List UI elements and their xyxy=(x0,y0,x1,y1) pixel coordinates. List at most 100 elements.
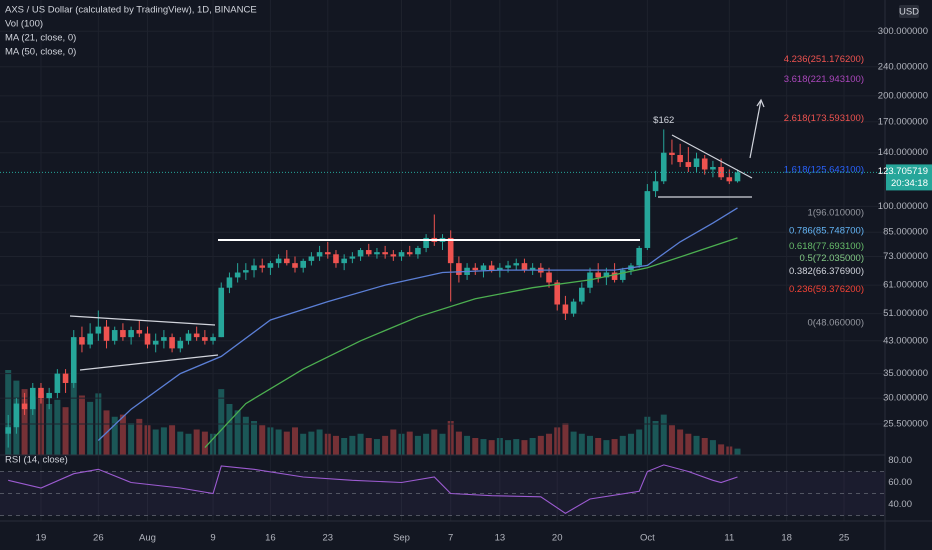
volume-bar xyxy=(439,433,446,455)
candle-body xyxy=(447,237,454,264)
volume-bar xyxy=(546,433,553,455)
candle-body xyxy=(595,272,601,278)
volume-bar xyxy=(136,418,143,455)
volume-bar xyxy=(734,448,741,455)
grid-layer xyxy=(0,0,885,521)
x-tick-label: 16 xyxy=(265,533,276,544)
y-tick-label: 300.000000 xyxy=(878,26,928,37)
y-tick-label: 43.000000 xyxy=(883,335,928,346)
volume-bar xyxy=(341,438,348,455)
volume-bar xyxy=(464,435,471,455)
volume-bar xyxy=(29,396,36,455)
volume-bar xyxy=(349,435,356,455)
candle-body xyxy=(456,263,462,275)
volume-bar xyxy=(701,438,708,455)
legend-volume: Vol (100) xyxy=(5,19,43,30)
candle-body xyxy=(185,333,192,341)
candle-body xyxy=(144,333,151,345)
volume-bar xyxy=(160,427,167,455)
arrow-head xyxy=(756,98,765,108)
candle-body xyxy=(103,326,110,341)
fib-label: 0.618(77.693100) xyxy=(789,241,864,252)
candle-body xyxy=(210,337,216,341)
candle-body xyxy=(570,301,577,314)
y-tick-label: 200.000000 xyxy=(878,90,928,101)
y-tick-label: 51.000000 xyxy=(883,308,928,319)
candle-body xyxy=(406,252,413,255)
candle-body xyxy=(70,337,77,383)
volume-bar xyxy=(414,435,421,455)
candle-body xyxy=(726,177,733,182)
volume-bar xyxy=(636,429,643,455)
x-tick-label: 11 xyxy=(724,533,734,544)
fib-label: 0.786(85.748700) xyxy=(789,225,864,236)
candle-body xyxy=(193,333,200,338)
legend-ma: MA (50, close, 0) xyxy=(5,47,76,58)
chart-title: AXS / US Dollar (calculated by TradingVi… xyxy=(5,5,257,16)
volume-bar xyxy=(300,433,307,455)
fib-label: 0.382(66.376900) xyxy=(789,266,864,277)
ma-line xyxy=(204,237,738,449)
x-tick-label: 23 xyxy=(322,533,333,544)
volume-bar xyxy=(603,440,610,455)
currency-box xyxy=(899,5,919,18)
candle-body xyxy=(480,265,487,271)
volume-bar xyxy=(709,440,716,455)
candle-body xyxy=(505,265,511,268)
y-tick-label: 240.000000 xyxy=(878,61,928,72)
volume-bar xyxy=(78,395,85,455)
candle-body xyxy=(152,340,159,345)
candle-body xyxy=(202,337,208,341)
candle-body xyxy=(677,154,683,163)
volume-bar xyxy=(242,416,249,455)
candle-body xyxy=(259,265,266,268)
volume-bar xyxy=(332,435,339,455)
volume-bar xyxy=(505,440,512,455)
volume-bar xyxy=(668,425,675,455)
fib-label: 4.236(251.176200) xyxy=(784,54,864,65)
candle-body xyxy=(734,172,741,182)
volume-bar xyxy=(660,414,667,455)
candle-body xyxy=(234,272,241,278)
candle-body xyxy=(374,252,380,255)
volume-bar xyxy=(185,433,192,455)
x-tick-label: 9 xyxy=(210,533,215,544)
candle-body xyxy=(669,152,675,155)
candle-body xyxy=(685,162,692,167)
candle-body xyxy=(529,267,536,271)
x-tick-label: 25 xyxy=(839,533,850,544)
y-tick-label: 73.000000 xyxy=(883,251,928,262)
candle-body xyxy=(251,265,257,271)
y-tick-label: 25.500000 xyxy=(883,419,928,430)
volume-bar xyxy=(521,440,528,455)
volume-bar xyxy=(595,438,602,455)
ma-line xyxy=(97,207,738,441)
volume-bar xyxy=(627,433,634,455)
candle-body xyxy=(333,254,339,264)
volume-bar xyxy=(308,431,315,455)
volume-bar xyxy=(685,433,692,455)
volume-bar xyxy=(292,427,298,455)
candle-body xyxy=(275,258,282,264)
candle-body xyxy=(324,252,331,255)
volume-bar xyxy=(406,431,413,455)
volume-bar xyxy=(611,439,618,455)
volume-bar xyxy=(357,433,364,455)
volume-bar xyxy=(529,438,536,455)
volume-bar xyxy=(488,440,495,455)
volume-bar xyxy=(472,438,479,455)
volume-bar xyxy=(62,407,69,455)
candle-body xyxy=(644,191,651,248)
volume-bar xyxy=(562,423,569,455)
drawings xyxy=(69,98,765,371)
candle-body xyxy=(292,263,298,268)
volume-bar xyxy=(570,431,577,455)
candle-body xyxy=(161,337,167,341)
legend-ma: MA (21, close, 0) xyxy=(5,33,76,44)
rsi-pane xyxy=(0,464,885,516)
candle-body xyxy=(497,267,503,271)
candle-body xyxy=(562,304,569,314)
candle-body xyxy=(87,333,93,345)
y-tick-label: 140.000000 xyxy=(878,147,928,158)
